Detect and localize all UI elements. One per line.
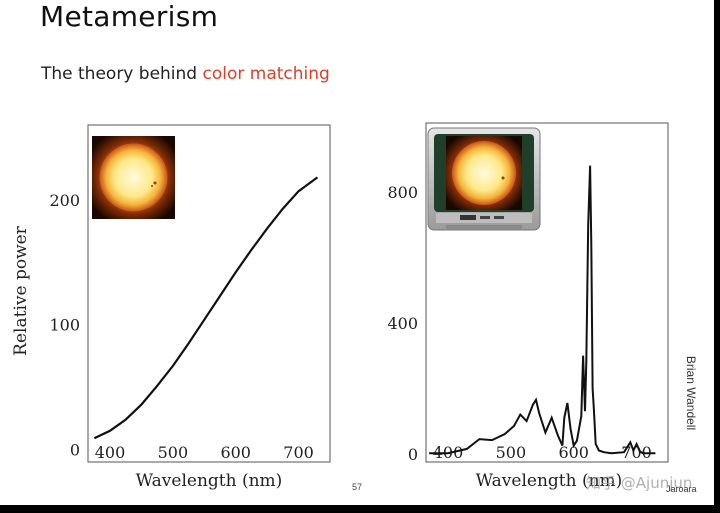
- subtitle-highlight: color matching: [202, 64, 330, 84]
- right-y-tick-label: 0: [408, 445, 418, 464]
- right-y-tick-label: 800: [387, 183, 418, 202]
- slide: Metamerism The theory behind color match…: [0, 0, 714, 505]
- metamerism-charts: Wavelength (nm) Relative power Wavelengt…: [11, 122, 669, 491]
- left-x-tick-label: 500: [158, 443, 189, 462]
- left-tick-labels: 400 500 600 700 0 100 200: [49, 191, 313, 462]
- right-chart-frame: [425, 122, 669, 463]
- left-x-tick-label: 400: [95, 443, 126, 462]
- right-x-tick-label: 600: [558, 443, 589, 462]
- right-series-line: [429, 165, 656, 455]
- left-y-tick-label: 200: [49, 191, 80, 210]
- left-y-tick-label: 100: [49, 316, 80, 335]
- left-x-tick-label: 700: [283, 443, 314, 462]
- credit: Brian Wandell: [684, 346, 712, 446]
- left-y-tick-label: 0: [70, 441, 80, 460]
- crt-television-image: [427, 127, 541, 231]
- sun-image: [92, 136, 175, 219]
- footer-tag: Jaroara: [666, 484, 697, 494]
- left-series-line: [93, 176, 319, 440]
- left-x-axis-label: Wavelength (nm): [136, 471, 283, 491]
- slide-title: Metamerism: [40, 0, 219, 33]
- right-x-tick-label: 500: [496, 443, 527, 462]
- slide-subtitle: The theory behind color matching: [41, 64, 330, 84]
- watermark: 知乎 @Ajunjun: [586, 474, 693, 492]
- left-chart-frame: [87, 124, 331, 463]
- right-x-axis-label: Wavelength (nm): [476, 471, 623, 491]
- page-number: 57: [352, 482, 363, 492]
- left-y-axis-label: Relative power: [11, 225, 31, 355]
- subtitle-prefix: The theory behind: [41, 64, 203, 84]
- right-y-tick-label: 400: [387, 314, 418, 333]
- left-x-tick-label: 600: [220, 443, 251, 462]
- right-x-tick-label: 700: [621, 443, 652, 462]
- credit-text: Brian Wandell: [684, 355, 699, 431]
